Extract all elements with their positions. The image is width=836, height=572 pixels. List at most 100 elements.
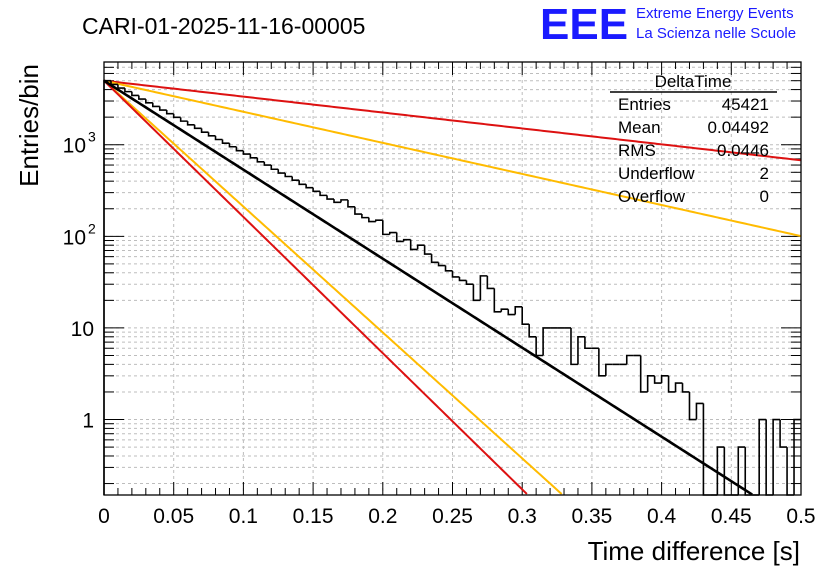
histogram-bin xyxy=(598,348,606,377)
histogram-bin xyxy=(500,308,509,312)
reference-curve-4 xyxy=(103,79,528,495)
histogram-bin xyxy=(354,206,362,215)
histogram-bin xyxy=(228,143,237,148)
histogram-bin xyxy=(681,383,690,393)
grid xyxy=(104,61,801,495)
histogram-bin xyxy=(779,419,788,448)
histogram-bin xyxy=(312,187,321,193)
histogram-bin xyxy=(493,288,502,313)
histogram-bin xyxy=(256,157,265,163)
logo-mark: EEE xyxy=(540,0,628,49)
stats-label-entries: Entries xyxy=(618,95,671,114)
histogram-bin xyxy=(263,161,272,166)
histogram-bin xyxy=(291,176,300,181)
histogram-bin xyxy=(702,403,711,496)
histogram-bin xyxy=(479,275,488,301)
y-tick-label: 10 xyxy=(63,226,86,249)
y-tick-label: 10 xyxy=(71,318,94,341)
histogram-bin xyxy=(179,117,188,122)
histogram-bin xyxy=(145,99,153,104)
histogram-bin xyxy=(284,173,293,178)
x-axis-label: Time difference [s] xyxy=(588,536,800,566)
fit-line xyxy=(103,79,753,496)
histogram-bin xyxy=(131,91,139,97)
histogram-bin xyxy=(382,220,390,236)
histogram-bin xyxy=(409,239,418,251)
stats-title: DeltaTime xyxy=(655,72,732,91)
histogram-bin xyxy=(653,375,662,384)
y-tick-label: 1 xyxy=(82,410,94,433)
histogram-bin xyxy=(542,327,551,356)
stats-value-rms: 0.0446 xyxy=(717,141,769,160)
histogram-bin xyxy=(375,219,383,222)
histogram-bin xyxy=(200,128,209,133)
histogram-bin xyxy=(395,232,404,243)
histogram-bin xyxy=(221,139,230,144)
y-tick-exponent: 2 xyxy=(88,220,96,236)
histogram-bin xyxy=(688,391,697,421)
x-tick-label: 0.4 xyxy=(647,505,677,528)
histogram-bin xyxy=(186,121,195,126)
x-tick-label: 0.3 xyxy=(508,505,537,528)
histogram-bin xyxy=(207,132,216,137)
histogram-bin xyxy=(165,110,174,115)
stats-value-entries: 45421 xyxy=(722,95,769,114)
histogram-bin xyxy=(674,382,683,392)
reference-curves xyxy=(103,79,802,495)
histogram-bin xyxy=(437,262,446,267)
histogram-bin xyxy=(465,280,474,286)
histogram-bin xyxy=(124,88,132,93)
histogram-bin xyxy=(639,355,648,393)
histogram-bin xyxy=(667,375,676,393)
histogram-bin xyxy=(270,165,279,171)
histogram-bin xyxy=(416,244,425,250)
histogram-bin xyxy=(347,199,355,208)
histogram-bin xyxy=(528,324,537,338)
histogram-bin xyxy=(723,447,732,496)
histogram-bin xyxy=(646,375,655,392)
stats-value-mean: 0.04492 xyxy=(708,118,769,137)
histogram-bin xyxy=(570,327,578,366)
histogram-bin xyxy=(333,199,341,204)
histogram-bin xyxy=(535,336,544,357)
stats-label-rms: RMS xyxy=(618,141,656,160)
histogram-bin xyxy=(298,180,307,186)
reference-curve-1 xyxy=(103,79,802,162)
histogram-bin xyxy=(507,309,516,316)
histogram-bin xyxy=(716,446,725,495)
stats-label-overflow: Overflow xyxy=(618,187,686,206)
stats-label-mean: Mean xyxy=(618,118,661,137)
reference-curve-3 xyxy=(103,79,563,495)
histogram-bin xyxy=(193,124,202,130)
histogram-bin xyxy=(242,150,251,155)
histogram-bin xyxy=(625,354,634,365)
histogram-bin xyxy=(172,113,181,119)
histogram-bin xyxy=(444,265,453,272)
x-tick-label: 0.35 xyxy=(571,505,612,528)
histogram-bin xyxy=(430,254,439,264)
histogram-bin xyxy=(793,418,801,495)
histogram-bin xyxy=(138,95,146,100)
x-tick-label: 0.15 xyxy=(293,505,334,528)
logo-line-2: La Scienza nelle Scuole xyxy=(636,25,796,42)
histogram-bin xyxy=(486,275,495,290)
histogram-bin xyxy=(249,154,258,159)
histogram-bin xyxy=(305,184,314,189)
histogram-bin xyxy=(103,79,111,495)
y-axis-label: Entries/bin xyxy=(14,64,44,187)
stats-value-underflow: 2 xyxy=(760,164,769,183)
histogram-bin xyxy=(772,418,781,495)
histogram-bin xyxy=(340,199,348,203)
x-tick-label: 0.05 xyxy=(153,505,194,528)
histogram-bin xyxy=(458,276,467,282)
histogram-bin xyxy=(521,306,530,325)
x-tick-label: 0.25 xyxy=(432,505,473,528)
x-tick-label: 0 xyxy=(98,505,110,528)
histogram-bin xyxy=(277,169,286,174)
histogram-bin xyxy=(368,217,376,223)
histogram-bin xyxy=(319,191,328,197)
histogram-bin xyxy=(472,284,481,302)
